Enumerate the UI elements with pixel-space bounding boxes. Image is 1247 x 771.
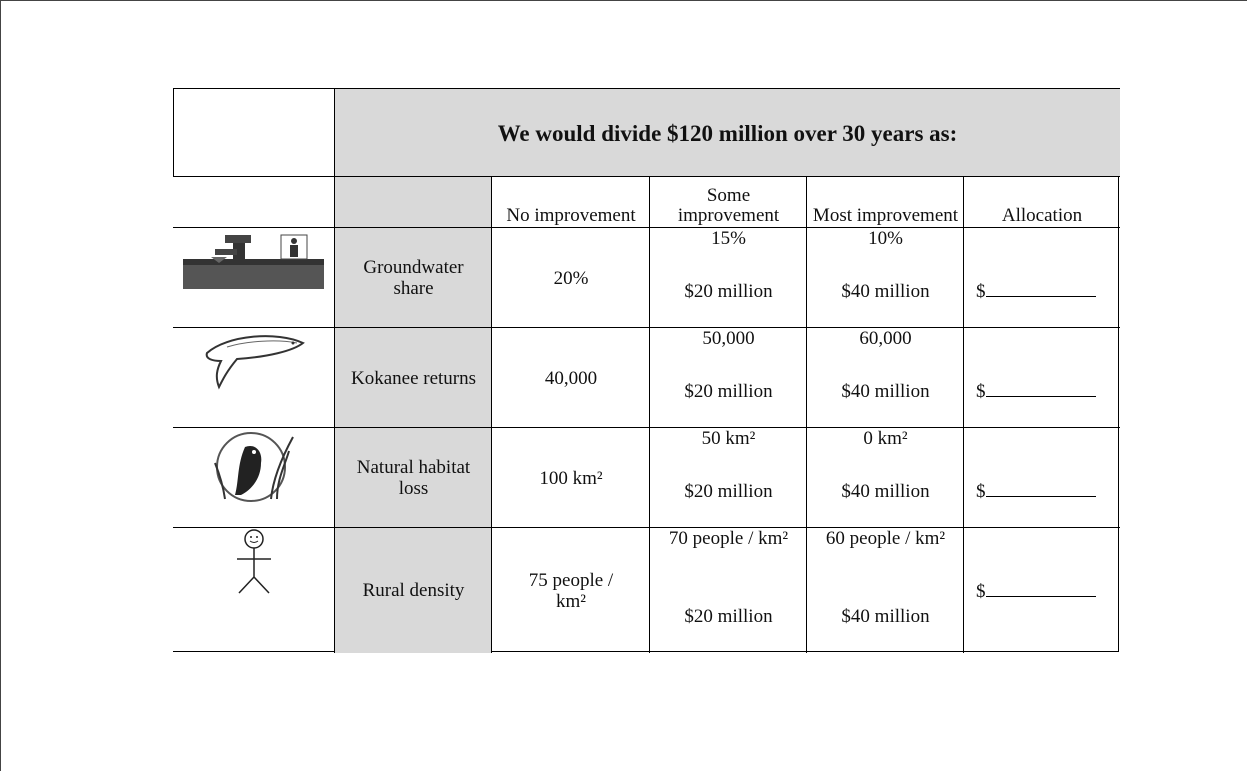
cost: $20 million bbox=[684, 381, 773, 402]
no-improvement: 40,000 bbox=[491, 327, 650, 428]
icon-cell bbox=[173, 327, 335, 428]
owl-icon bbox=[214, 432, 294, 502]
some-improvement-cell: 50 km² $20 million bbox=[649, 427, 807, 528]
no-improvement: 100 km² bbox=[491, 427, 650, 528]
some-improvement-cell: 70 people / km² $20 million bbox=[649, 527, 807, 653]
row-label: Rural density bbox=[334, 527, 492, 653]
icon-header-cell bbox=[173, 176, 335, 228]
level: 50 km² bbox=[701, 428, 756, 449]
blank-line bbox=[985, 480, 1096, 497]
cost: $40 million bbox=[841, 481, 930, 502]
row-label: Kokanee returns bbox=[334, 327, 492, 428]
most-improvement-cell: 60,000 $40 million bbox=[806, 327, 964, 428]
person-icon bbox=[237, 529, 271, 594]
blank-line bbox=[985, 280, 1096, 297]
groundwater-icon bbox=[183, 234, 324, 289]
level: 10% bbox=[868, 228, 903, 249]
column-header: Most improvement bbox=[806, 176, 964, 228]
allocation-field: $ bbox=[976, 480, 1096, 502]
level: 15% bbox=[711, 228, 746, 249]
cost: $20 million bbox=[684, 281, 773, 302]
allocation-field: $ bbox=[976, 280, 1096, 302]
icon-cell bbox=[173, 527, 335, 653]
cost: $40 million bbox=[841, 606, 930, 627]
cost: $20 million bbox=[684, 606, 773, 627]
no-improvement: 75 people / km² bbox=[491, 527, 650, 653]
allocation-cell: $ bbox=[963, 427, 1120, 528]
allocation-cell: $ bbox=[963, 327, 1120, 428]
blank-line bbox=[985, 380, 1096, 397]
some-improvement-cell: 50,000 $20 million bbox=[649, 327, 807, 428]
blank-line bbox=[985, 580, 1096, 597]
icon-cell bbox=[173, 227, 335, 328]
most-improvement-cell: 60 people / km² $40 million bbox=[806, 527, 964, 653]
allocation-field: $ bbox=[976, 580, 1096, 602]
corner-cell bbox=[173, 88, 335, 177]
level: 50,000 bbox=[702, 328, 755, 349]
dollar-sign: $ bbox=[976, 581, 986, 602]
table-title: We would divide $120 million over 30 yea… bbox=[334, 88, 1120, 177]
row-label: Natural habitat loss bbox=[334, 427, 492, 528]
column-header: No improvement bbox=[491, 176, 650, 228]
level: 60,000 bbox=[859, 328, 912, 349]
fish-icon bbox=[205, 335, 305, 390]
most-improvement-cell: 10% $40 million bbox=[806, 227, 964, 328]
cost: $20 million bbox=[684, 481, 773, 502]
dollar-sign: $ bbox=[976, 281, 986, 302]
level: 0 km² bbox=[863, 428, 908, 449]
column-header: Some improvement bbox=[649, 176, 807, 228]
allocation-field: $ bbox=[976, 380, 1096, 402]
icon-cell bbox=[173, 427, 335, 528]
most-improvement-cell: 0 km² $40 million bbox=[806, 427, 964, 528]
allocation-cell: $ bbox=[963, 527, 1120, 653]
row-label: Groundwater share bbox=[334, 227, 492, 328]
level: 60 people / km² bbox=[825, 528, 946, 549]
cost: $40 million bbox=[841, 381, 930, 402]
level: 70 people / km² bbox=[668, 528, 789, 549]
allocation-cell: $ bbox=[963, 227, 1120, 328]
some-improvement-cell: 15% $20 million bbox=[649, 227, 807, 328]
dollar-sign: $ bbox=[976, 381, 986, 402]
cost: $40 million bbox=[841, 281, 930, 302]
no-improvement: 20% bbox=[491, 227, 650, 328]
dollar-sign: $ bbox=[976, 481, 986, 502]
label-header-cell bbox=[334, 176, 492, 228]
column-header: Allocation bbox=[963, 176, 1120, 228]
